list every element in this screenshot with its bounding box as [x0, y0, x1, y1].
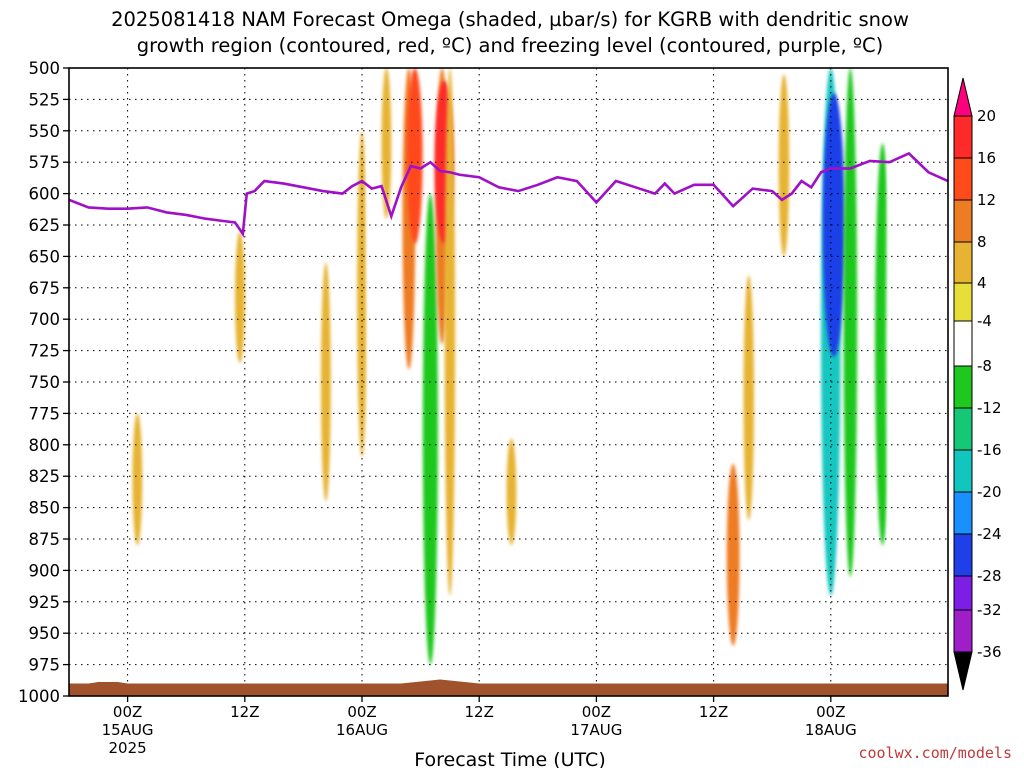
colorbar-box	[953, 199, 973, 243]
colorbar-tick-label: 12	[977, 191, 996, 209]
omega-cell	[91, 492, 102, 634]
y-tick-label: 800	[29, 436, 61, 455]
omega-cell	[422, 193, 438, 665]
colorbar-tick-label: -12	[977, 399, 1002, 417]
y-tick-label: 975	[29, 656, 61, 675]
colorbar-tick-label: -36	[977, 643, 1002, 661]
omega-cell	[235, 231, 245, 364]
x-tick-label: 15AUG	[102, 721, 154, 739]
y-tick-label: 500	[29, 59, 61, 78]
colorbar-box	[953, 320, 973, 367]
omega-cell	[761, 99, 772, 320]
y-tick-label: 600	[29, 185, 61, 204]
y-tick-label: 1000	[18, 687, 60, 706]
omega-cell	[320, 262, 331, 502]
x-tick-label: 2025	[109, 739, 147, 757]
y-tick-label: 725	[29, 342, 61, 361]
y-tick-label: 775	[29, 404, 61, 423]
x-axis-label: Forecast Time (UTC)	[414, 749, 605, 768]
omega-cell	[357, 130, 367, 458]
y-tick-label: 525	[29, 90, 61, 109]
x-tick-label: 12Z	[699, 703, 728, 721]
y-axis-ticks: 500 525 550 575 600 625 650 675 700 725 750 775 800 8…	[18, 59, 69, 706]
omega-cell	[381, 68, 392, 219]
x-tick-label: 00Z	[347, 703, 376, 721]
y-tick-label: 875	[29, 530, 61, 549]
colorbar-tick-label: -32	[977, 601, 1002, 619]
chart-title-line1: 2025081418 NAM Forecast Omega (shaded, µ…	[111, 8, 909, 31]
y-tick-label: 575	[29, 153, 61, 172]
omega-cell	[132, 413, 143, 546]
y-tick-label: 925	[29, 593, 61, 612]
credit-text: coolwx.com/models	[858, 744, 1012, 762]
y-tick-label: 850	[29, 499, 61, 518]
omega-cell	[843, 68, 858, 577]
y-tick-label: 675	[29, 279, 61, 298]
colorbar-tick-label: -8	[977, 357, 992, 375]
x-tick-label: 18AUG	[805, 721, 857, 739]
omega-cell	[698, 187, 710, 521]
y-tick-label: 900	[29, 561, 61, 580]
colorbar-box	[953, 157, 973, 201]
colorbar-tick-label: -16	[977, 441, 1002, 459]
omega-cell	[822, 93, 845, 357]
omega-cell	[778, 74, 790, 257]
y-tick-label: 625	[29, 216, 61, 235]
colorbar-tick-label: 4	[977, 274, 987, 292]
omega-cell	[506, 438, 517, 546]
plot-area	[69, 68, 948, 696]
y-tick-label: 650	[29, 247, 61, 266]
colorbar-tick-label: -24	[977, 525, 1002, 543]
y-tick-label: 950	[29, 624, 61, 643]
colorbar-box	[953, 115, 973, 159]
omega-cell	[726, 463, 740, 646]
omega-cell	[393, 193, 406, 583]
colorbar-box	[953, 407, 973, 451]
x-tick-label: 12Z	[230, 703, 259, 721]
x-tick-label: 12Z	[465, 703, 494, 721]
x-tick-label: 16AUG	[336, 721, 388, 739]
colorbar-tick-label: -20	[977, 483, 1002, 501]
chart-title-line2: growth region (contoured, red, ºC) and f…	[137, 34, 884, 57]
colorbar-box	[953, 282, 973, 322]
colorbar-box	[953, 533, 973, 577]
terrain-surface	[69, 679, 948, 696]
omega-cell	[406, 68, 423, 244]
colorbar-tick-label: 8	[977, 233, 987, 251]
colorbar-bottom-arrow	[953, 651, 973, 691]
colorbar-top-arrow	[953, 77, 973, 117]
colorbar-box	[953, 365, 973, 409]
x-tick-label: 00Z	[582, 703, 611, 721]
omega-cell	[444, 68, 456, 596]
y-tick-label: 750	[29, 373, 61, 392]
colorbar: 20 16 12 8 4 -4 -8 -12 -16 -20 -24 -28 -32 -36	[953, 77, 1002, 691]
x-tick-label: 17AUG	[570, 721, 622, 739]
colorbar-box	[953, 609, 973, 653]
gridlines	[69, 68, 948, 696]
omega-cell	[743, 275, 755, 521]
colorbar-tick-label: -28	[977, 567, 1002, 585]
omega-cell	[366, 68, 378, 420]
omega-cell	[575, 382, 587, 577]
colorbar-box	[953, 449, 973, 493]
colorbar-tick-label: -4	[977, 312, 992, 330]
colorbar-tick-label: 16	[977, 149, 996, 167]
x-tick-label: 00Z	[113, 703, 142, 721]
omega-cell	[712, 231, 723, 521]
colorbar-box	[953, 491, 973, 535]
x-tick-label: 00Z	[816, 703, 845, 721]
y-tick-label: 550	[29, 122, 61, 141]
colorbar-box	[953, 241, 973, 284]
y-tick-label: 700	[29, 310, 61, 329]
colorbar-tick-label: 20	[977, 107, 996, 125]
colorbar-box	[953, 575, 973, 611]
y-tick-label: 825	[29, 467, 61, 486]
freezing-level-line	[69, 151, 948, 238]
